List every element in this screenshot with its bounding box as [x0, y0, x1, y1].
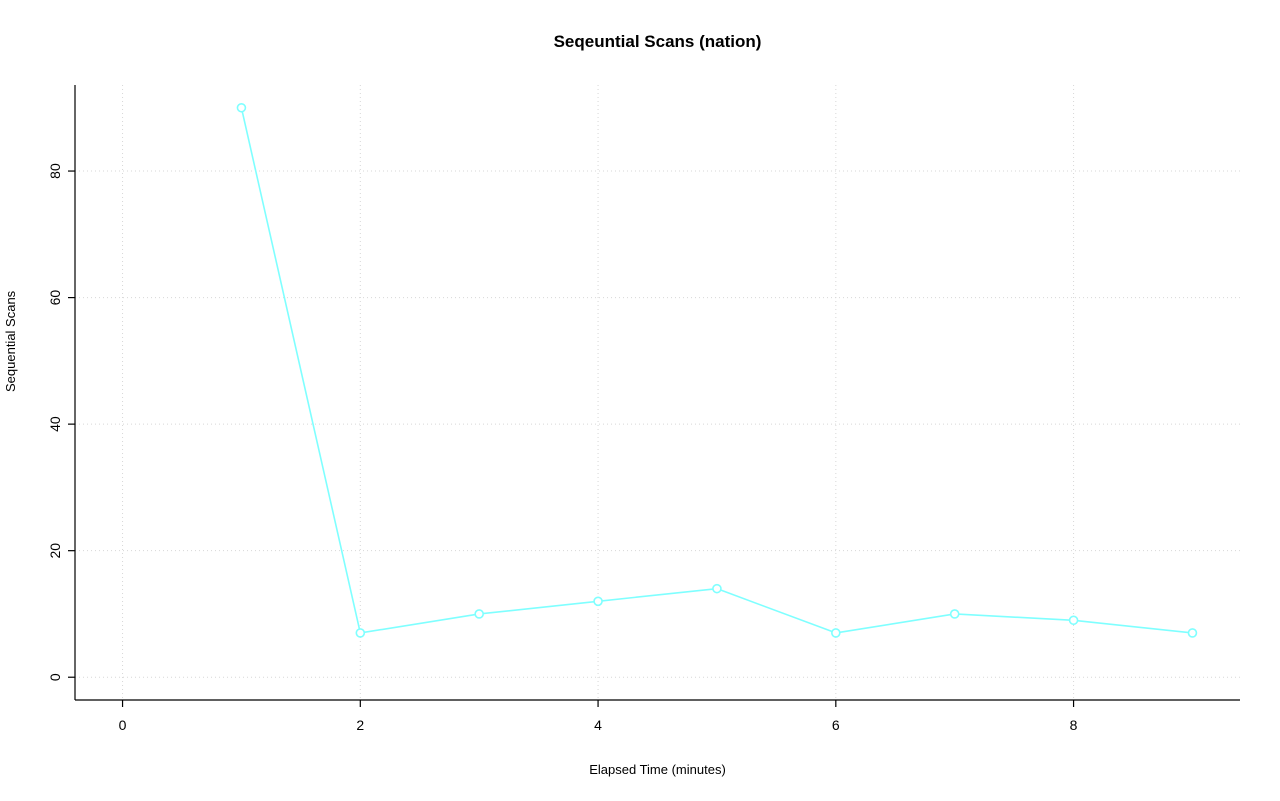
x-tick-label: 8: [1070, 717, 1078, 733]
x-tick-label: 0: [119, 717, 127, 733]
x-tick-label: 2: [356, 717, 364, 733]
y-tick-label: 20: [47, 543, 63, 559]
data-point: [831, 628, 841, 638]
data-point: [236, 102, 247, 113]
x-tick-label: 6: [832, 717, 840, 733]
chart-title: Seqeuntial Scans (nation): [553, 32, 762, 51]
data-point: [593, 596, 603, 607]
data-point: [949, 609, 960, 619]
data-point: [474, 609, 484, 619]
y-tick-label: 80: [47, 163, 63, 179]
y-tick-label: 60: [47, 290, 63, 306]
y-tick-label: 0: [47, 673, 63, 681]
y-tick-label: 40: [47, 416, 63, 432]
data-point: [1187, 628, 1198, 638]
series-line: [240, 106, 1194, 634]
x-tick-label: 4: [594, 717, 602, 733]
x-axis-label: Elapsed Time (minutes): [589, 762, 726, 777]
data-point: [1068, 615, 1079, 626]
data-point: [712, 583, 722, 594]
data-point: [355, 628, 366, 638]
